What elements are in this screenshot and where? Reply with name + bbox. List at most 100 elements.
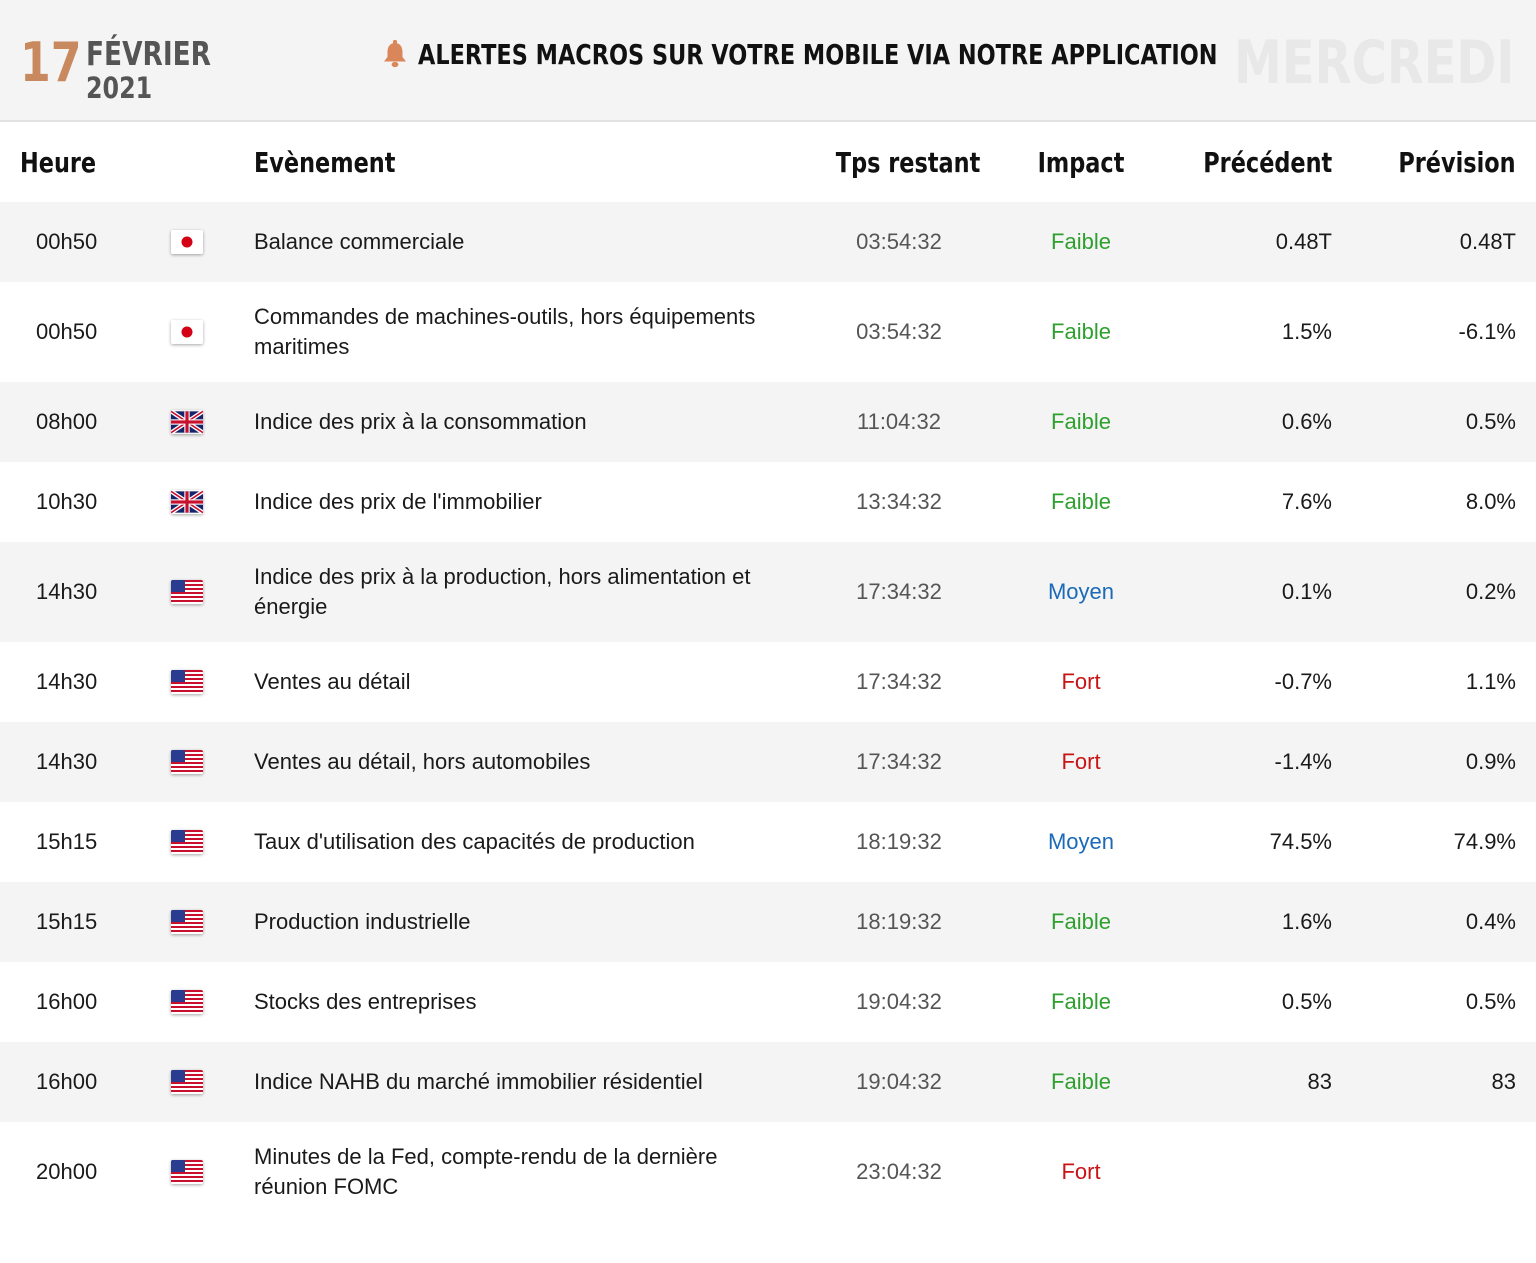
impact-level: Fort [1061, 1159, 1101, 1184]
day-number: 17 [20, 31, 82, 94]
event-name[interactable]: Indice NAHB du marché immobilier résiden… [254, 1069, 703, 1094]
us-flag-icon [171, 910, 203, 934]
previous-value: -0.7% [1274, 669, 1332, 694]
country-flag [170, 642, 204, 722]
us-flag-icon [171, 830, 203, 854]
forecast-value: 0.4% [1465, 909, 1516, 934]
event-name[interactable]: Minutes de la Fed, compte-rendu de la de… [254, 1144, 718, 1199]
time-remaining: 17:34:32 [856, 669, 942, 694]
table-row[interactable]: 14h30 Indice des prix à la production, ho… [0, 542, 1536, 642]
japan-flag-icon [171, 320, 203, 344]
impact-level: Faible [1051, 319, 1111, 344]
date-header-bar: 17 FÉVRIER 2021 ALERTES MACROS SUR VOTRE… [0, 0, 1536, 122]
event-name[interactable]: Indice des prix à la production, hors al… [254, 564, 751, 619]
year-label: 2021 [86, 71, 153, 105]
previous-value: 83 [1307, 1069, 1332, 1094]
forecast-value: 74.9% [1453, 829, 1516, 854]
japan-flag-icon [171, 230, 203, 254]
country-flag [170, 282, 204, 382]
time-remaining: 23:04:32 [856, 1159, 942, 1184]
previous-value: 0.1% [1281, 579, 1332, 604]
us-flag-icon [171, 750, 203, 774]
table-row[interactable]: 16h00 Indice NAHB du marché immobilier ré… [0, 1042, 1536, 1122]
event-time: 00h50 [36, 319, 98, 344]
country-flag [170, 722, 204, 802]
previous-value [1180, 1122, 1332, 1222]
us-flag-icon [171, 1070, 203, 1094]
table-row[interactable]: 00h50 Commandes de machines-outils, hors … [0, 282, 1536, 382]
country-flag [170, 202, 204, 282]
table-row[interactable]: 08h00 Indice des prix à la consommation 11… [0, 382, 1536, 462]
event-time: 15h15 [36, 829, 98, 854]
previous-value: 74.5% [1269, 829, 1332, 854]
country-flag [170, 542, 204, 642]
column-header-event: Evènement [254, 146, 396, 179]
column-header-forecast: Prévision [1398, 146, 1516, 179]
previous-value: 1.6% [1281, 909, 1332, 934]
table-row[interactable]: 14h30 Ventes au détail 17:34:32 Fort -0.7% 1.… [0, 642, 1536, 722]
time-remaining: 19:04:32 [856, 1069, 942, 1094]
time-remaining: 17:34:32 [856, 579, 942, 604]
table-row[interactable]: 16h00 Stocks des entreprises 19:04:32 Faibl… [0, 962, 1536, 1042]
event-name[interactable]: Ventes au détail [254, 669, 411, 694]
time-remaining: 13:34:32 [856, 489, 942, 514]
event-time: 14h30 [36, 579, 98, 604]
previous-value: 1.5% [1281, 319, 1332, 344]
country-flag [170, 382, 204, 462]
previous-value: 0.48T [1275, 229, 1332, 254]
time-remaining: 03:54:32 [856, 319, 942, 344]
country-flag [170, 802, 204, 882]
forecast-value: -6.1% [1458, 319, 1516, 344]
table-row[interactable]: 14h30 Ventes au détail, hors automobiles 1… [0, 722, 1536, 802]
event-name[interactable]: Indice des prix de l'immobilier [254, 489, 542, 514]
table-row[interactable]: 20h00 Minutes de la Fed, compte-rendu de … [0, 1122, 1536, 1222]
us-flag-icon [171, 990, 203, 1014]
time-remaining: 19:04:32 [856, 989, 942, 1014]
impact-level: Fort [1061, 749, 1101, 774]
impact-level: Faible [1051, 229, 1111, 254]
column-header-time: Heure [20, 146, 97, 179]
events-table-body: 00h50 Balance commerciale 03:54:32 Faible 0.… [0, 202, 1536, 1222]
forecast-value: 0.5% [1465, 409, 1516, 434]
event-time: 00h50 [36, 229, 98, 254]
time-remaining: 18:19:32 [856, 909, 942, 934]
forecast-value: 0.2% [1465, 579, 1516, 604]
time-remaining: 18:19:32 [856, 829, 942, 854]
time-remaining: 17:34:32 [856, 749, 942, 774]
impact-level: Faible [1051, 1069, 1111, 1094]
time-remaining: 03:54:32 [856, 229, 942, 254]
impact-level: Moyen [1047, 829, 1115, 854]
event-name[interactable]: Commandes de machines-outils, hors équip… [254, 304, 756, 359]
table-row[interactable]: 10h30 Indice des prix de l'immobilier 13:3… [0, 462, 1536, 542]
impact-level: Faible [1051, 989, 1111, 1014]
country-flag [170, 882, 204, 962]
table-header: Heure Evènement Tps restant Impact Précé… [0, 124, 1536, 202]
us-flag-icon [171, 670, 203, 694]
event-name[interactable]: Indice des prix à la consommation [254, 409, 587, 434]
time-remaining: 11:04:32 [856, 409, 941, 434]
event-time: 20h00 [36, 1159, 98, 1184]
table-row[interactable]: 15h15 Taux d'utilisation des capacités de… [0, 802, 1536, 882]
event-name[interactable]: Ventes au détail, hors automobiles [254, 749, 591, 774]
forecast-value [1360, 1122, 1516, 1222]
forecast-value: 8.0% [1465, 489, 1516, 514]
bell-icon [384, 40, 406, 68]
event-name[interactable]: Taux d'utilisation des capacités de prod… [254, 829, 695, 854]
forecast-value: 0.48T [1459, 229, 1516, 254]
country-flag [170, 962, 204, 1042]
table-row[interactable]: 15h15 Production industrielle 18:19:32 Faib… [0, 882, 1536, 962]
event-name[interactable]: Stocks des entreprises [254, 989, 477, 1014]
forecast-value: 0.5% [1465, 989, 1516, 1014]
event-time: 10h30 [36, 489, 98, 514]
table-row[interactable]: 00h50 Balance commerciale 03:54:32 Faible 0.… [0, 202, 1536, 282]
us-flag-icon [171, 1160, 203, 1184]
event-name[interactable]: Production industrielle [254, 909, 471, 934]
mobile-alerts-link[interactable]: ALERTES MACROS SUR VOTRE MOBILE VIA NOTR… [382, 36, 1417, 72]
event-time: 16h00 [36, 989, 98, 1014]
previous-value: -1.4% [1274, 749, 1332, 774]
event-name[interactable]: Balance commerciale [254, 229, 465, 254]
mobile-alerts-text: ALERTES MACROS SUR VOTRE MOBILE VIA NOTR… [418, 37, 1218, 71]
event-time: 14h30 [36, 749, 98, 774]
forecast-value: 83 [1491, 1069, 1516, 1094]
previous-value: 7.6% [1281, 489, 1332, 514]
